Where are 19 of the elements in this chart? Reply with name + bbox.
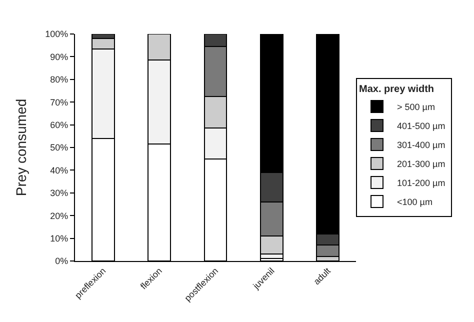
y-axis-title: Prey consumed [12, 98, 29, 196]
y-tick-label: 0% [55, 256, 68, 266]
y-tick-label: 80% [50, 74, 68, 85]
y-tick-label: 40% [50, 165, 68, 176]
y-tick-label: 60% [50, 120, 68, 130]
legend-label: 201-300 µm [397, 159, 446, 170]
y-tick-label: 20% [50, 210, 68, 221]
legend-label: 301-400 µm [397, 140, 446, 150]
legend-label: > 500 µm [397, 102, 435, 112]
y-tick-label: 30% [50, 188, 68, 198]
y-tick-label: 10% [50, 233, 68, 244]
legend-label: <100 µm [397, 197, 432, 208]
legend-label: 101-200 µm [397, 178, 446, 188]
y-tick-label: 50% [50, 142, 68, 153]
y-tick-label: 100% [45, 29, 68, 40]
y-tick-label: 70% [50, 97, 68, 108]
legend-label: 401-500 µm [397, 121, 446, 132]
legend-title: Max. prey width [359, 84, 434, 95]
y-tick-label: 90% [50, 52, 68, 62]
